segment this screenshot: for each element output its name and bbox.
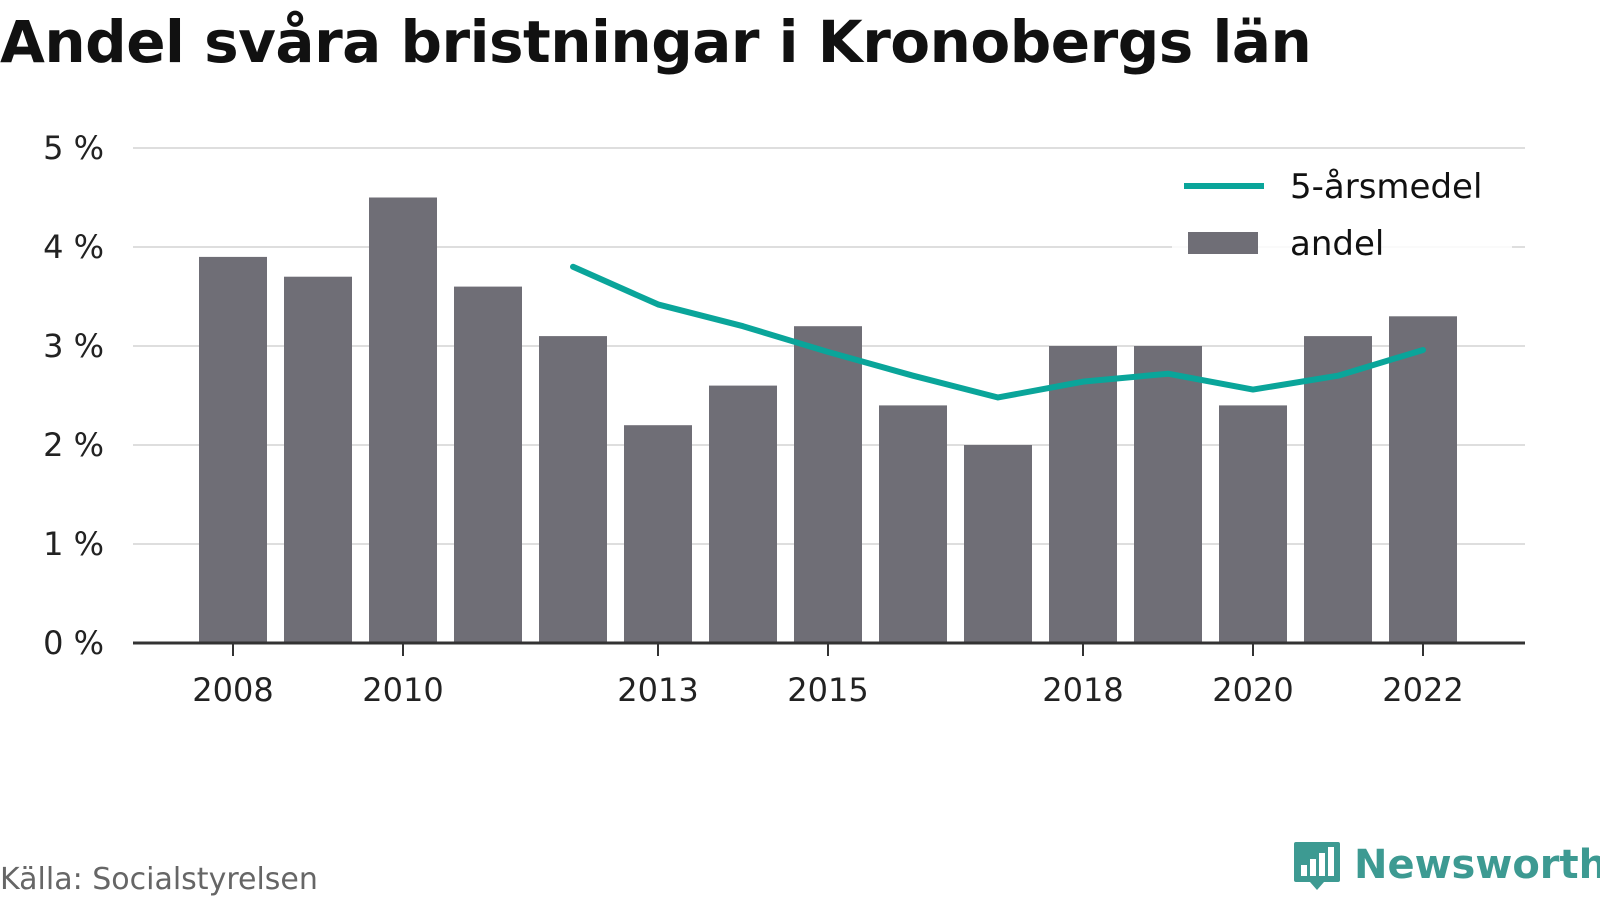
- bar: [1304, 336, 1372, 643]
- x-tick-label: 2008: [192, 671, 273, 709]
- brand-name: Newsworthy: [1354, 842, 1600, 888]
- chart-plot: 5-årsmedel andel 0 % 1 % 2 % 3 % 4 % 5 % 2008 20…: [43, 129, 1525, 709]
- bar: [1134, 346, 1202, 643]
- y-tick-label: 1 %: [43, 525, 104, 563]
- x-tick-label: 2010: [362, 671, 443, 709]
- x-tick-label: 2015: [787, 671, 868, 709]
- x-tick-label: 2022: [1382, 671, 1463, 709]
- axes: 0 % 1 % 2 % 3 % 4 % 5 % 2008 2010 2013 2015 2018 20…: [43, 129, 1525, 709]
- average-line-path: [570, 263, 1426, 401]
- legend-swatch-bar: [1188, 232, 1258, 254]
- bar: [964, 445, 1032, 643]
- bar: [539, 336, 607, 643]
- x-tick-label: 2013: [617, 671, 698, 709]
- bar: [199, 256, 267, 643]
- legend-label-average: 5-årsmedel: [1290, 167, 1482, 207]
- legend: 5-årsmedel andel: [1172, 158, 1512, 276]
- x-tick-label: 2020: [1212, 671, 1293, 709]
- bar-chart-speech-bubble-icon: [1294, 842, 1340, 890]
- source-note: Källa: Socialstyrelsen: [0, 862, 318, 897]
- bar: [1219, 405, 1287, 643]
- y-tick-label: 0 %: [43, 624, 104, 662]
- bar: [369, 197, 437, 643]
- bar: [454, 286, 522, 643]
- bar: [1049, 346, 1117, 643]
- bars: [199, 197, 1457, 643]
- y-tick-label: 2 %: [43, 426, 104, 464]
- legend-background: [1172, 158, 1512, 276]
- bar: [1389, 316, 1457, 643]
- brand-logo[interactable]: Newsworthy: [1292, 840, 1600, 890]
- average-line: [570, 263, 1426, 401]
- legend-label-share: andel: [1290, 224, 1384, 264]
- bar: [709, 385, 777, 643]
- bar: [284, 276, 352, 643]
- bar: [624, 425, 692, 643]
- bar: [879, 405, 947, 643]
- y-tick-label: 4 %: [43, 228, 104, 266]
- y-tick-label: 5 %: [43, 129, 104, 167]
- y-tick-label: 3 %: [43, 327, 104, 365]
- x-tick-label: 2018: [1042, 671, 1123, 709]
- bar: [794, 326, 862, 643]
- chart-title: Andel svåra bristningar i Kronobergs län: [0, 8, 1312, 76]
